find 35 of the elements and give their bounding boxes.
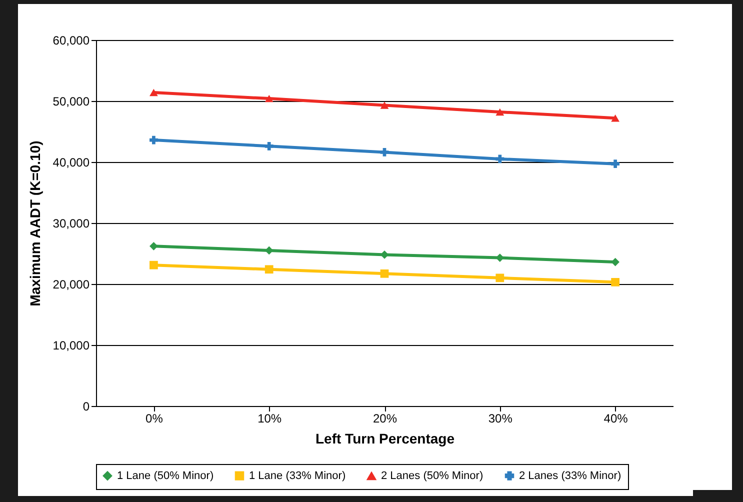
point xyxy=(150,136,158,144)
point xyxy=(380,102,389,109)
y-tick-label: 50,000 xyxy=(52,94,90,108)
y-axis-title: Maximum AADT (K=0.10) xyxy=(26,140,43,306)
y-tick-label: 10,000 xyxy=(52,338,90,352)
y-tick-label: 30,000 xyxy=(52,216,90,230)
point xyxy=(496,108,504,116)
x-axis-title: Left Turn Percentage xyxy=(316,430,455,446)
legend-label: 1 Lane (50% Minor) xyxy=(117,470,214,482)
y-tick-label: 40,000 xyxy=(52,156,90,170)
point xyxy=(150,260,158,270)
point xyxy=(264,265,274,274)
y-tick-label: 0 xyxy=(82,400,90,414)
point xyxy=(150,88,158,96)
point xyxy=(380,269,389,278)
point xyxy=(611,278,620,286)
point xyxy=(611,160,620,168)
point xyxy=(611,114,620,122)
legend-label: 2 Lanes (33% Minor) xyxy=(519,470,622,482)
x-tick-label: 20% xyxy=(372,412,398,426)
point xyxy=(496,154,504,164)
point xyxy=(150,242,158,250)
x-tick-label: 10% xyxy=(258,412,282,426)
point xyxy=(611,258,620,266)
y-tick-label: 20,000 xyxy=(52,278,90,292)
legend-label: 1 Lane (33% Minor) xyxy=(249,470,346,482)
y-tick-label: 60,000 xyxy=(52,34,90,48)
legend-label: 2 Lanes (50% Minor) xyxy=(381,470,484,482)
point xyxy=(264,94,274,102)
point xyxy=(380,148,389,156)
x-tick-label: 0% xyxy=(146,412,164,426)
x-tick-label: 40% xyxy=(604,412,628,426)
point xyxy=(496,274,504,282)
x-tick-label: 30% xyxy=(488,412,513,426)
point xyxy=(264,142,274,150)
